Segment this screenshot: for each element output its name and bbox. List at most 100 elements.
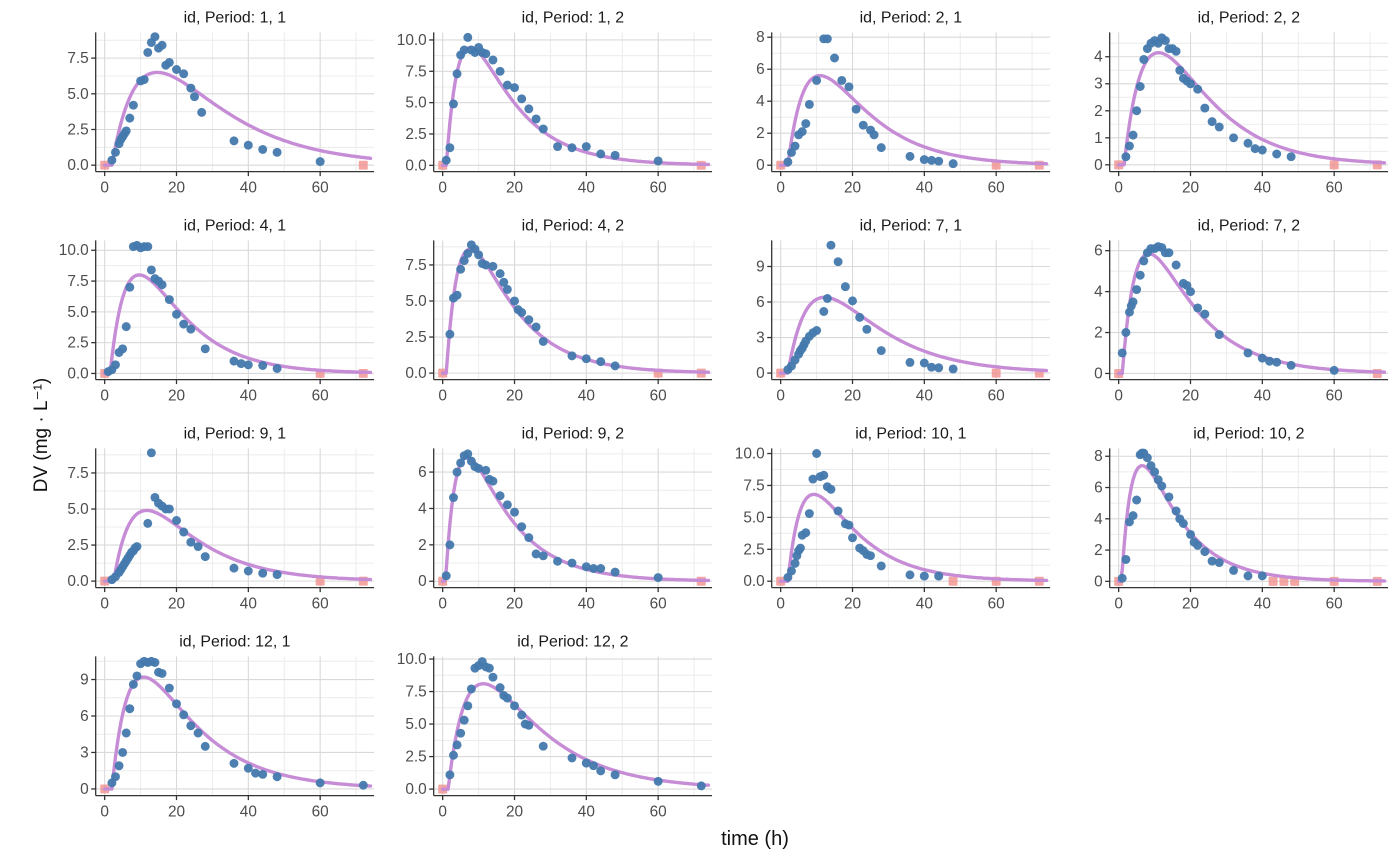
x-tick-label: 40 bbox=[916, 595, 933, 612]
x-axis-label: time (h) bbox=[721, 828, 789, 850]
observed-points bbox=[783, 240, 958, 375]
y-tick-label: 0.0 bbox=[67, 365, 88, 382]
facet-panel: 0 20 40 60 0.0 2.5 5.0 7.5 id, Period: 4, 2 bbox=[382, 214, 720, 412]
x-tick-label: 60 bbox=[312, 179, 329, 196]
observed-points bbox=[107, 448, 282, 585]
y-tick-label: 5.0 bbox=[405, 293, 426, 310]
facet-title: id, Period: 2, 1 bbox=[860, 9, 963, 26]
x-tick-label: 20 bbox=[1182, 179, 1199, 196]
y-tick-label: 5.0 bbox=[743, 509, 764, 526]
x-tick-label: 0 bbox=[438, 803, 447, 820]
facet-panel: 0 20 40 60 0 3 6 9 id, Period: 12, 1 bbox=[44, 630, 382, 828]
y-tick-label: 3 bbox=[1094, 76, 1103, 93]
facet-panel: 0 20 40 60 0 1 2 3 4 id, Period: 2, 2 bbox=[1058, 6, 1396, 204]
x-tick-label: 0 bbox=[438, 179, 447, 196]
x-tick-label: 40 bbox=[240, 803, 257, 820]
prediction-line bbox=[1116, 51, 1387, 167]
observed-points bbox=[107, 32, 325, 167]
y-tick-label: 6 bbox=[80, 708, 89, 725]
y-tick-label: 0.0 bbox=[67, 573, 88, 590]
y-tick-label: 4 bbox=[1094, 284, 1103, 301]
x-tick-label: 60 bbox=[650, 595, 667, 612]
x-tick-label: 0 bbox=[776, 387, 785, 404]
prediction-line bbox=[102, 675, 373, 791]
facet-plot: 0 20 40 60 0.0 2.5 5.0 7.5 10.0 id, Period: 4, 1 bbox=[59, 217, 375, 404]
facet-title: id, Period: 12, 1 bbox=[179, 633, 290, 650]
facet-title: id, Period: 10, 1 bbox=[855, 425, 966, 442]
x-tick-label: 60 bbox=[1326, 179, 1343, 196]
y-tick-label: 2.5 bbox=[67, 335, 88, 352]
observed-points bbox=[441, 449, 663, 583]
y-tick-label: 2.5 bbox=[405, 329, 426, 346]
observed-points bbox=[107, 656, 368, 790]
y-tick-label: 0 bbox=[756, 157, 765, 174]
observed-points bbox=[103, 240, 282, 377]
facet-plot: 0 20 40 60 0.0 2.5 5.0 7.5 id, Period: 1, 1 bbox=[67, 9, 375, 196]
facet-title: id, Period: 9, 2 bbox=[522, 425, 625, 442]
y-tick-label: 0 bbox=[756, 365, 765, 382]
y-tick-label: 4 bbox=[1094, 511, 1103, 528]
facet-title: id, Period: 4, 2 bbox=[522, 217, 625, 234]
x-tick-label: 60 bbox=[988, 387, 1005, 404]
y-tick-label: 7.5 bbox=[67, 273, 88, 290]
x-tick-label: 20 bbox=[1182, 387, 1199, 404]
x-tick-label: 20 bbox=[168, 179, 185, 196]
x-tick-label: 40 bbox=[578, 179, 595, 196]
facet-panel: 0 20 40 60 0.0 2.5 5.0 7.5 id, Period: 1, 1 bbox=[44, 6, 382, 204]
facet-title: id, Period: 1, 1 bbox=[184, 9, 287, 26]
x-tick-label: 40 bbox=[578, 803, 595, 820]
x-tick-label: 0 bbox=[1114, 179, 1123, 196]
y-tick-label: 4 bbox=[418, 500, 427, 517]
x-tick-label: 0 bbox=[100, 179, 109, 196]
facet-panels: 0 20 40 60 0.0 2.5 5.0 7.5 id, Period: 1, 1 0 20 40… bbox=[44, 6, 1400, 828]
x-tick-label: 20 bbox=[506, 387, 523, 404]
prediction-line bbox=[102, 508, 373, 583]
x-tick-label: 40 bbox=[240, 179, 257, 196]
y-tick-label: 2.5 bbox=[67, 537, 88, 554]
facet-panel: 0 20 40 60 0 2 4 6 id, Period: 9, 2 bbox=[382, 422, 720, 620]
y-tick-label: 8 bbox=[1094, 448, 1103, 465]
y-tick-label: 7.5 bbox=[743, 477, 764, 494]
x-tick-label: 60 bbox=[312, 803, 329, 820]
facet-plot: 0 20 40 60 0 2 4 6 id, Period: 9, 2 bbox=[418, 425, 713, 612]
x-tick-label: 60 bbox=[1326, 595, 1343, 612]
facet-panel: 0 20 40 60 0 2 4 6 8 id, Period: 10, 2 bbox=[1058, 422, 1396, 620]
facet-panel: 0 20 40 60 0.0 2.5 5.0 7.5 10.0 id, Period: 4, 1 bbox=[44, 214, 382, 412]
y-tick-label: 2.5 bbox=[405, 126, 426, 143]
y-axis-label: DV (mg · L⁻¹) bbox=[31, 377, 52, 493]
x-tick-label: 40 bbox=[1254, 595, 1271, 612]
y-tick-label: 2.5 bbox=[67, 121, 88, 138]
y-tick-label: 0.0 bbox=[405, 157, 426, 174]
x-tick-label: 20 bbox=[506, 803, 523, 820]
x-tick-label: 0 bbox=[100, 595, 109, 612]
x-tick-label: 0 bbox=[438, 595, 447, 612]
x-tick-label: 40 bbox=[916, 387, 933, 404]
y-tick-label: 7.5 bbox=[405, 63, 426, 80]
y-tick-label: 10.0 bbox=[59, 242, 89, 259]
x-tick-label: 20 bbox=[844, 179, 861, 196]
y-tick-label: 2 bbox=[418, 537, 427, 554]
x-tick-label: 40 bbox=[578, 387, 595, 404]
x-tick-label: 0 bbox=[1114, 387, 1123, 404]
facet-panel: 0 20 40 60 0.0 2.5 5.0 7.5 id, Period: 9, 1 bbox=[44, 422, 382, 620]
facet-plot: 0 20 40 60 0 2 4 6 id, Period: 7, 2 bbox=[1094, 217, 1389, 404]
observed-points bbox=[1121, 33, 1296, 162]
observed-points bbox=[441, 32, 663, 166]
facet-title: id, Period: 1, 2 bbox=[522, 9, 625, 26]
y-tick-label: 0 bbox=[418, 573, 427, 590]
y-tick-label: 6 bbox=[1094, 243, 1103, 260]
y-tick-label: 0.0 bbox=[405, 781, 426, 798]
y-tick-label: 5.0 bbox=[405, 716, 426, 733]
facet-title: id, Period: 4, 1 bbox=[184, 217, 287, 234]
prediction-line bbox=[778, 73, 1049, 167]
x-tick-label: 20 bbox=[1182, 595, 1199, 612]
facet-panel: 0 20 40 60 0 2 4 6 8 id, Period: 2, 1 bbox=[720, 6, 1058, 204]
x-tick-label: 20 bbox=[168, 387, 185, 404]
y-tick-label: 0 bbox=[1094, 573, 1103, 590]
x-tick-label: 20 bbox=[844, 387, 861, 404]
y-tick-label: 0 bbox=[80, 781, 89, 798]
x-tick-label: 20 bbox=[168, 803, 185, 820]
facet-plot: 0 20 40 60 0 2 4 6 8 id, Period: 10, 2 bbox=[1094, 425, 1389, 612]
y-tick-label: 9 bbox=[80, 671, 89, 688]
